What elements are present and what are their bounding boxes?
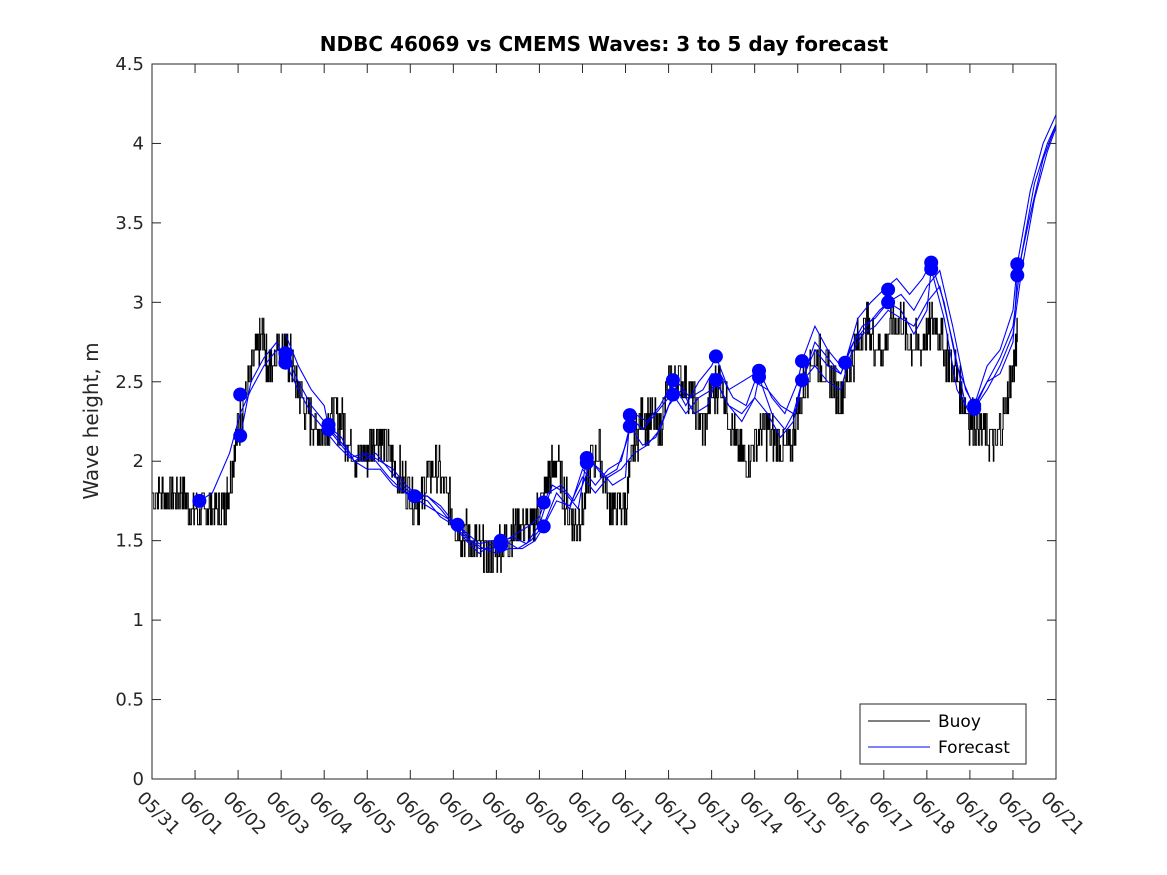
y-tick-label: 3.5 xyxy=(115,213,144,234)
forecast-marker xyxy=(278,355,293,370)
forecast-marker xyxy=(233,428,248,443)
forecast-marker xyxy=(881,295,896,310)
legend-label-forecast: Forecast xyxy=(938,738,1010,758)
x-tick-label: 06/04 xyxy=(305,788,357,840)
y-tick-label: 2.5 xyxy=(115,372,144,393)
forecast-marker xyxy=(579,455,594,470)
x-tick-label: 06/03 xyxy=(262,788,314,840)
forecast-marker xyxy=(665,387,680,402)
y-tick-label: 4 xyxy=(133,133,144,154)
y-tick-label: 1 xyxy=(133,610,144,631)
y-tick-label: 2 xyxy=(133,451,144,472)
x-tick-label: 06/02 xyxy=(219,788,271,840)
forecast-marker xyxy=(233,387,248,402)
forecast-marker xyxy=(321,422,336,437)
x-tick-label: 06/18 xyxy=(907,788,959,840)
forecast-marker xyxy=(407,489,422,504)
series-line-buoy xyxy=(152,301,1018,573)
y-tick-label: 4.5 xyxy=(115,54,144,75)
axes-box xyxy=(151,63,1057,780)
forecast-marker xyxy=(838,355,853,370)
legend: Buoy Forecast xyxy=(859,703,1027,765)
x-tick-label: 06/01 xyxy=(176,788,228,840)
x-tick-label: 06/08 xyxy=(477,788,529,840)
plot-area xyxy=(152,64,1057,779)
x-tick-label: 06/19 xyxy=(950,788,1002,840)
x-tick-label: 06/07 xyxy=(434,788,486,840)
x-tick-label: 06/09 xyxy=(520,788,572,840)
forecast-marker xyxy=(795,373,809,388)
x-tick-label: 06/13 xyxy=(692,788,744,840)
forecast-marker xyxy=(622,419,637,434)
forecast-marker xyxy=(192,493,207,508)
forecast-marker xyxy=(536,519,551,534)
series-line-forecast-2 xyxy=(239,127,1057,555)
x-tick-label: 06/05 xyxy=(348,788,400,840)
x-tick-label: 06/06 xyxy=(391,788,443,840)
forecast-marker xyxy=(924,262,939,276)
x-tick-label: 05/31 xyxy=(132,788,184,840)
x-tick-label: 06/16 xyxy=(821,788,873,840)
forecast-marker xyxy=(665,373,680,388)
x-tick-label: 06/21 xyxy=(1036,788,1088,840)
forecast-marker xyxy=(536,495,551,510)
x-tick-label: 06/10 xyxy=(563,788,615,840)
y-axis-label: Wave height, m xyxy=(79,342,103,499)
y-tick-label: 1.5 xyxy=(115,531,144,552)
forecast-marker xyxy=(450,517,465,532)
forecast-marker xyxy=(708,373,723,388)
x-tick-label: 06/14 xyxy=(735,788,787,840)
y-tick-label: 0 xyxy=(133,769,144,790)
x-tick-label: 06/17 xyxy=(864,788,916,840)
forecast-marker xyxy=(493,538,508,553)
y-tick-label: 3 xyxy=(133,292,144,313)
legend-label-buoy: Buoy xyxy=(938,712,981,732)
forecast-marker xyxy=(967,401,982,416)
forecast-marker xyxy=(881,282,896,297)
forecast-marker xyxy=(752,370,766,384)
forecast-marker xyxy=(1010,268,1025,283)
x-tick-label: 06/20 xyxy=(993,788,1045,840)
plot-background xyxy=(152,64,1056,779)
x-tick-label: 06/15 xyxy=(778,788,830,840)
x-tick-label: 06/11 xyxy=(606,788,658,840)
forecast-marker xyxy=(708,349,723,364)
x-tick-label: 06/12 xyxy=(649,788,701,840)
y-tick-label: 0.5 xyxy=(115,690,144,711)
chart-title: NDBC 46069 vs CMEMS Waves: 3 to 5 day fo… xyxy=(320,32,889,56)
legend-box xyxy=(859,703,1027,765)
forecast-marker xyxy=(795,354,809,369)
